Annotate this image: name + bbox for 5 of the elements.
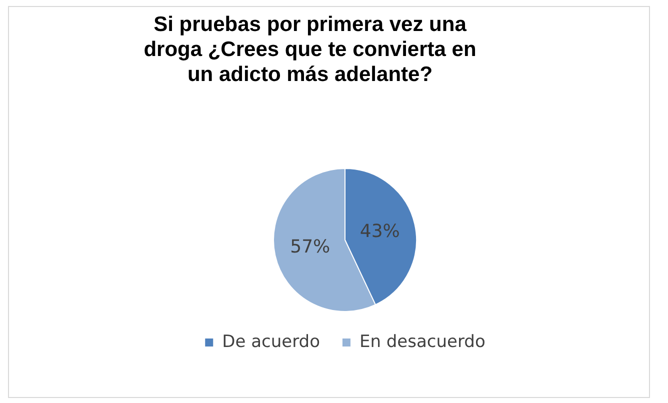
data-label: 57% bbox=[290, 236, 330, 258]
legend-label: En desacuerdo bbox=[359, 332, 486, 352]
chart-title: Si pruebas por primera vez una droga ¿Crees que te convierta en un adicto más adelante? bbox=[142, 12, 478, 87]
legend-label: De acuerdo bbox=[222, 332, 320, 352]
data-label: 43% bbox=[360, 220, 400, 242]
